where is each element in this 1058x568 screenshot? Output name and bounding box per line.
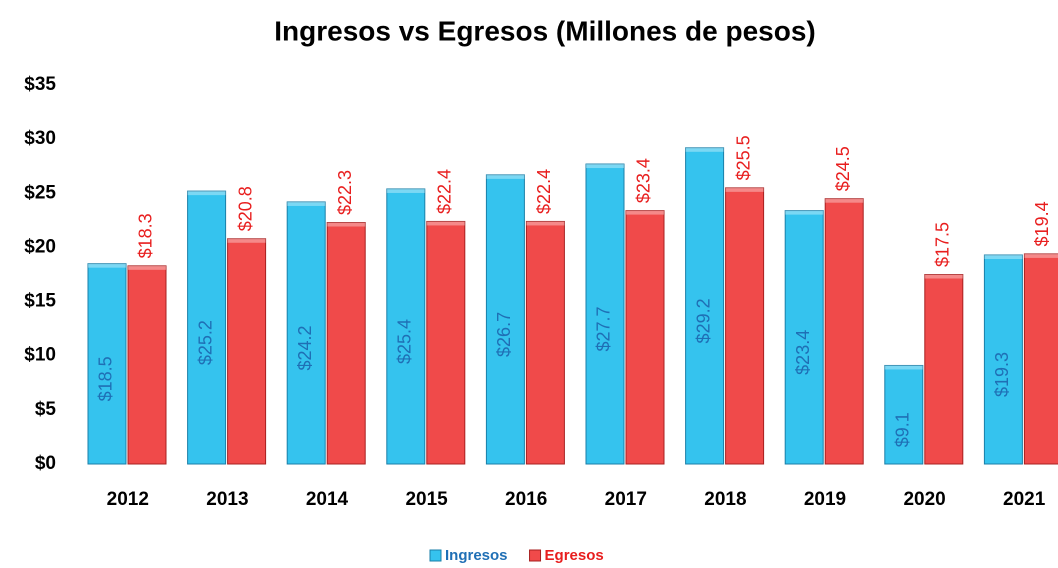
y-tick-label: $20 xyxy=(24,236,56,257)
bar xyxy=(326,222,366,465)
bar-top xyxy=(327,222,366,227)
bar xyxy=(485,174,525,465)
bar-top xyxy=(486,174,525,179)
bar-top xyxy=(685,147,724,152)
x-tick-label: 2014 xyxy=(306,489,349,510)
x-tick-label: 2019 xyxy=(804,489,846,510)
x-tick-label: 2017 xyxy=(605,489,647,510)
legend-label: Egresos xyxy=(545,547,604,564)
bar-top xyxy=(626,210,664,215)
data-label: $9.1 xyxy=(893,412,913,447)
bar xyxy=(725,187,765,465)
bar xyxy=(525,220,565,465)
x-tick-label: 2018 xyxy=(704,489,746,510)
bar xyxy=(286,201,326,465)
bar-top xyxy=(128,265,166,270)
bar-top xyxy=(884,365,923,370)
data-label: $23.4 xyxy=(793,330,813,375)
data-label: $22.4 xyxy=(534,169,554,214)
bar xyxy=(1023,253,1058,465)
bar xyxy=(625,210,665,465)
x-tick-label: 2020 xyxy=(903,489,945,510)
data-label: $18.5 xyxy=(96,356,116,401)
bar xyxy=(784,210,824,465)
bar xyxy=(924,274,964,465)
bar-top xyxy=(426,221,465,226)
bar-top xyxy=(924,274,963,279)
data-label: $29.2 xyxy=(693,298,713,343)
data-label: $24.5 xyxy=(833,146,853,191)
x-tick-label: 2015 xyxy=(405,489,448,510)
legend-label: Ingresos xyxy=(445,547,508,564)
bar xyxy=(884,364,924,465)
bar xyxy=(824,198,864,465)
bar xyxy=(127,265,167,465)
data-label: $26.7 xyxy=(494,312,514,357)
data-label: $22.4 xyxy=(435,169,455,214)
data-label: $22.3 xyxy=(335,170,355,215)
data-label: $17.5 xyxy=(933,222,953,267)
bar-top xyxy=(725,187,764,192)
chart-title: Ingresos vs Egresos (Millones de pesos) xyxy=(274,15,816,46)
data-label: $19.3 xyxy=(992,352,1012,397)
legend-swatch xyxy=(529,549,542,562)
bar-top xyxy=(984,255,1023,260)
bar-top xyxy=(1024,253,1058,258)
bar-top xyxy=(227,238,266,243)
x-tick-label: 2012 xyxy=(107,489,149,510)
y-tick-label: $25 xyxy=(24,182,56,203)
data-label: $25.4 xyxy=(395,319,415,364)
x-tick-label: 2021 xyxy=(1003,489,1046,510)
x-tick-label: 2016 xyxy=(505,489,547,510)
bar xyxy=(983,254,1023,465)
data-label: $23.4 xyxy=(634,158,654,203)
bar-top xyxy=(785,210,824,215)
bar xyxy=(685,147,725,465)
bar xyxy=(386,188,426,465)
x-tick-label: 2013 xyxy=(206,489,248,510)
y-tick-label: $0 xyxy=(35,453,56,474)
data-label: $18.3 xyxy=(136,213,156,258)
data-label: $27.7 xyxy=(594,307,614,352)
y-tick-label: $5 xyxy=(35,399,57,420)
data-label: $24.2 xyxy=(295,325,315,370)
bar-top xyxy=(386,188,425,193)
data-label: $19.4 xyxy=(1032,201,1052,246)
legend-swatch xyxy=(429,549,442,562)
bar-top xyxy=(187,191,226,196)
y-tick-label: $10 xyxy=(24,345,56,366)
bar-top xyxy=(825,198,864,203)
bar-top xyxy=(88,263,126,268)
data-label: $20.8 xyxy=(235,186,255,231)
bar xyxy=(187,190,227,465)
bar xyxy=(426,220,466,465)
y-tick-label: $30 xyxy=(24,128,56,149)
data-label: $25.2 xyxy=(195,320,215,365)
bar-top xyxy=(526,221,565,226)
bar-top xyxy=(586,164,624,169)
bar xyxy=(585,163,625,465)
y-tick-label: $15 xyxy=(24,291,56,312)
y-tick-label: $35 xyxy=(24,74,56,95)
bar xyxy=(87,263,127,465)
data-label: $25.5 xyxy=(733,135,753,180)
bar-top xyxy=(287,201,326,206)
bar xyxy=(227,238,267,465)
